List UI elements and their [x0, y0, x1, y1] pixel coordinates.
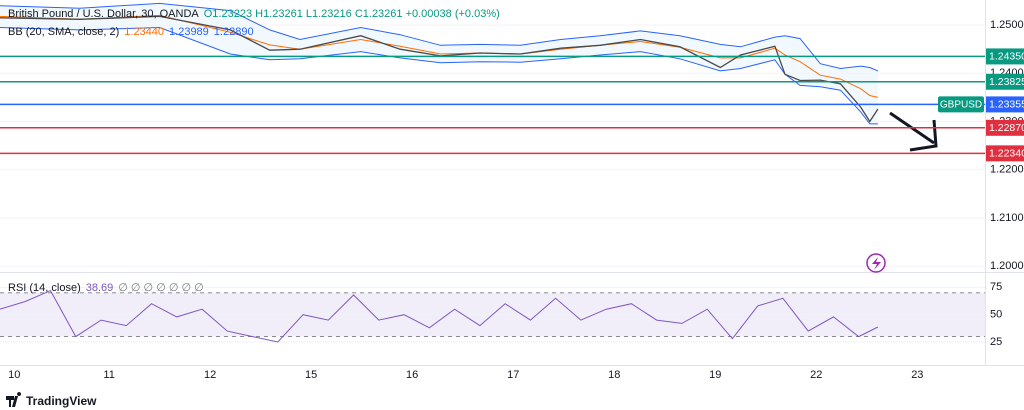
rsi-label: RSI (14, close)	[8, 282, 81, 294]
level-label: 1.24350	[989, 51, 1024, 63]
series-line	[0, 2, 879, 72]
level-label-bg	[986, 48, 1024, 65]
x-tick-label: 23	[911, 369, 923, 381]
y-tick-label: 1.25000	[990, 19, 1024, 31]
rsi-tick-label: 25	[990, 336, 1002, 348]
rsi-value: 38.69	[85, 282, 114, 294]
axes: 1.250001.240001.230001.220001.210001.200…	[8, 19, 1024, 381]
rsi-pane	[0, 286, 985, 343]
bb-value: 1.23989	[169, 26, 209, 38]
symbol-tag-bg	[938, 96, 984, 113]
x-tick-label: 17	[507, 369, 519, 381]
x-tick-label: 19	[709, 369, 721, 381]
y-tick-label: 1.21000	[990, 212, 1024, 224]
brand: TradingView	[26, 394, 97, 408]
series-line	[0, 15, 879, 123]
lightning-bolt	[872, 257, 881, 270]
bb-label: BB (20, SMA, close, 2)	[8, 26, 120, 38]
x-tick-label: 12	[204, 369, 216, 381]
bb-value: 1.22890	[213, 26, 254, 38]
arrow-head	[909, 119, 938, 152]
x-tick-label: 15	[305, 369, 317, 381]
main-pane	[0, 2, 985, 267]
x-tick-label: 10	[8, 369, 20, 381]
symbol-tag: GBPUSD	[940, 100, 982, 111]
series-line	[0, 26, 878, 125]
symbol: British Pound / U.S. Dollar, 30, OANDA	[8, 8, 199, 20]
legend-bb: BB (20, SMA, close, 2) 1.23440 1.23989 1.22…	[8, 26, 259, 38]
x-tick-label: 11	[103, 369, 114, 381]
level-label-bg	[986, 73, 1024, 90]
x-tick-label: 18	[608, 369, 620, 381]
level-label: 1.22340	[989, 148, 1024, 160]
ohlc: O1.23223 H1.23261 L1.23216 C1.23261 +0.0…	[203, 8, 500, 20]
x-tick-label: 22	[810, 369, 822, 381]
level-label: 1.22870	[989, 122, 1024, 134]
y-tick-label: 1.22000	[990, 164, 1024, 176]
tv-logo	[6, 392, 22, 407]
level-label: 1.23355	[989, 99, 1024, 111]
level-label-bg	[986, 96, 1024, 113]
bb-value: 1.23440	[124, 26, 165, 38]
level-label: 1.23825	[989, 76, 1024, 88]
lightning-icon[interactable]	[866, 253, 886, 273]
level-label-bg	[986, 119, 1024, 136]
rsi-tick-label: 50	[990, 309, 1002, 321]
x-tick-label: 16	[406, 369, 418, 381]
y-tick-label: 1.20000	[990, 260, 1024, 272]
series-line	[0, 289, 879, 343]
bb-fill	[0, 3, 878, 124]
legend-main: British Pound / U.S. Dollar, 30, OANDA O1…	[8, 8, 505, 20]
rsi-extra: ∅ ∅ ∅ ∅ ∅ ∅ ∅	[118, 282, 204, 294]
rsi-tick-label: 75	[990, 281, 1002, 293]
legend-rsi: RSI (14, close) 38.69 ∅ ∅ ∅ ∅ ∅ ∅ ∅	[8, 281, 209, 294]
level-label-bg	[986, 145, 1024, 162]
